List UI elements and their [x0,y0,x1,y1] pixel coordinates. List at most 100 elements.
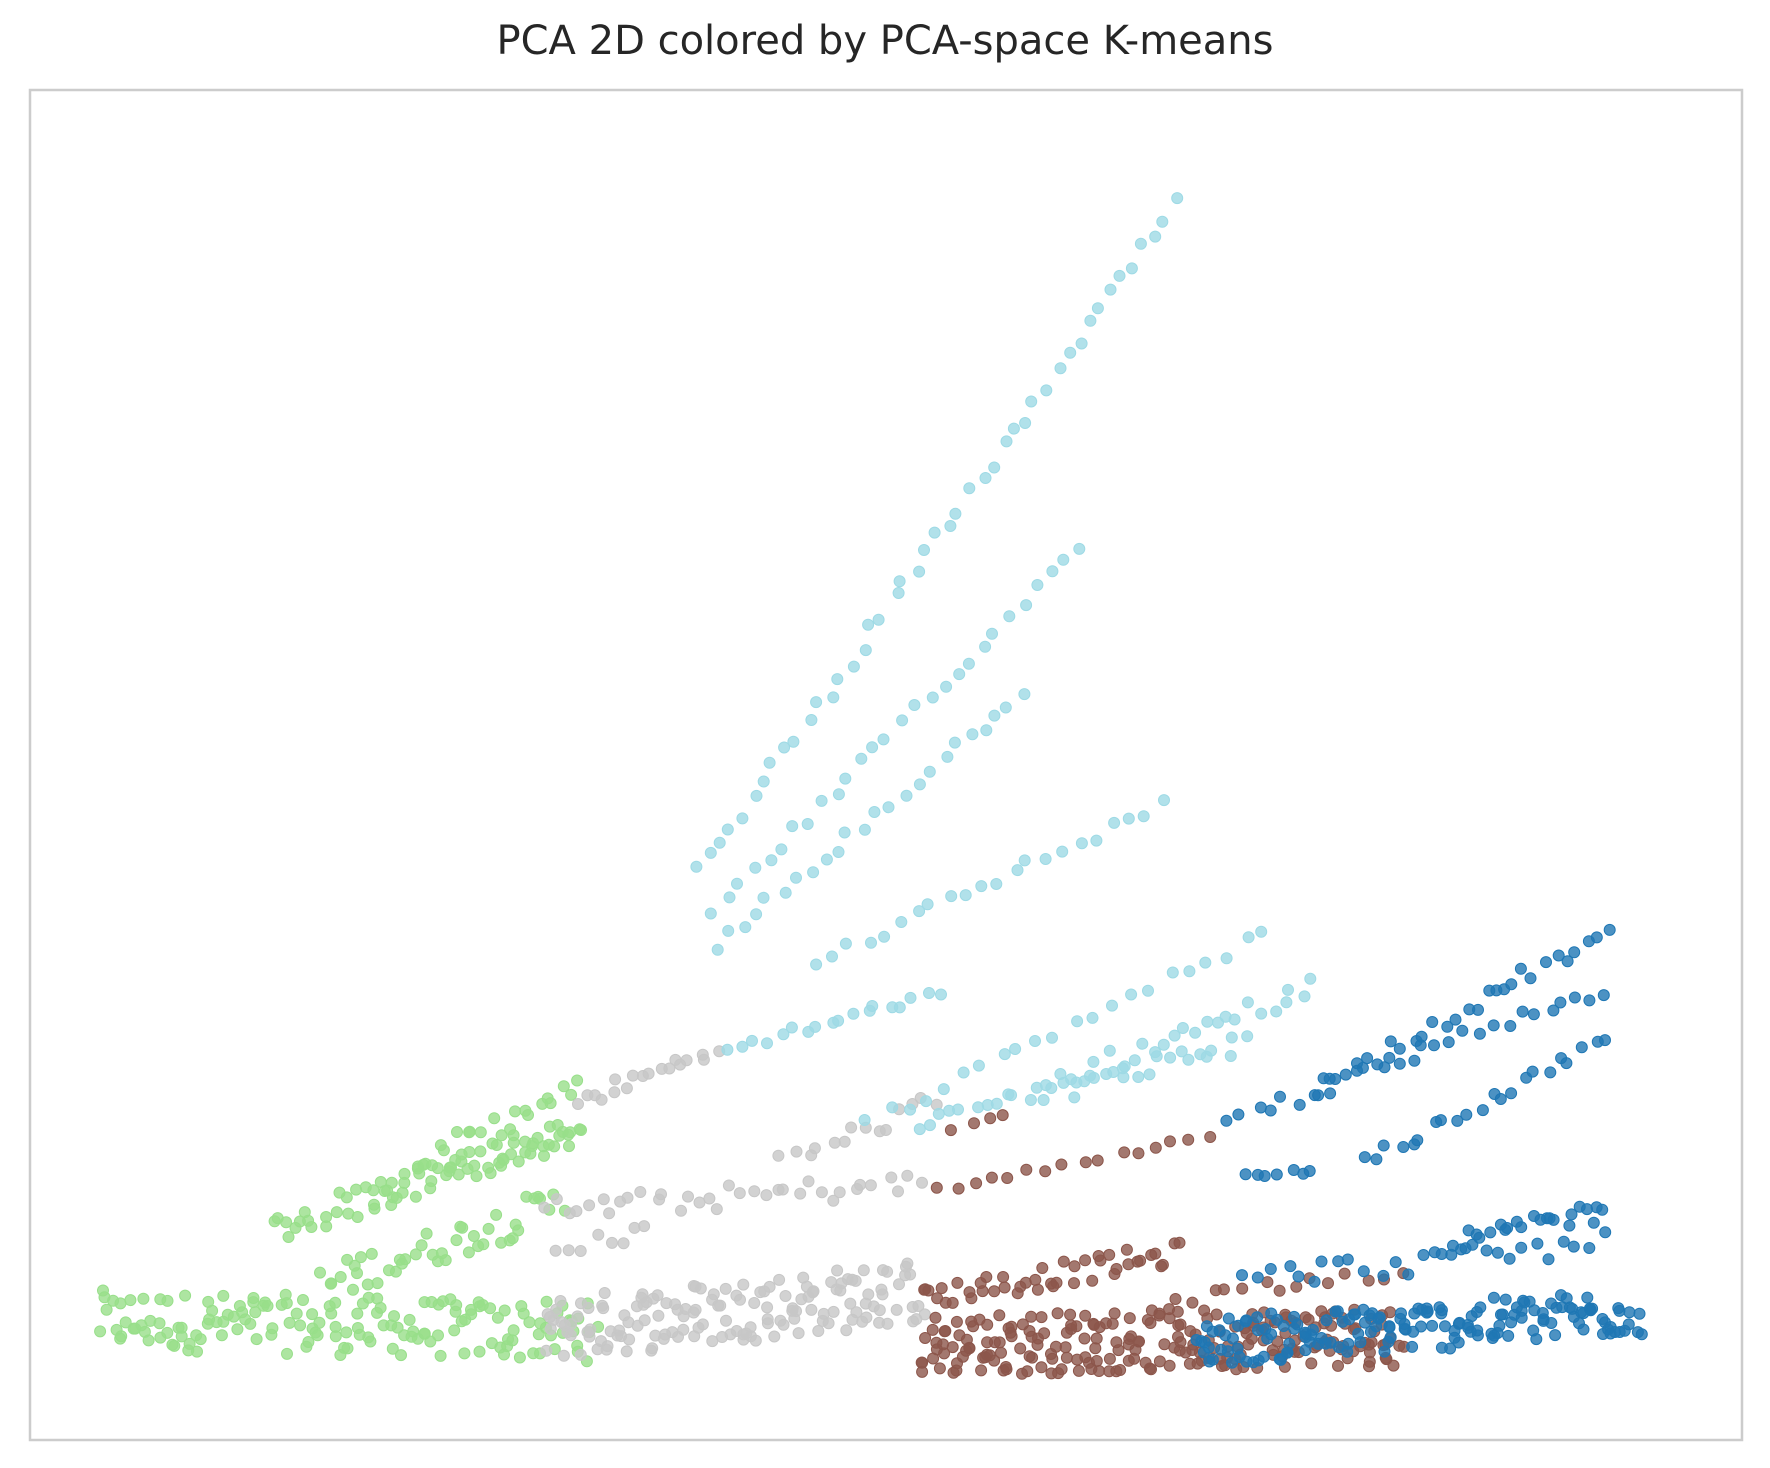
data-point [1231,1342,1244,1355]
data-point [750,789,763,802]
data-point [930,1181,943,1194]
data-point [1104,283,1117,296]
data-point [1545,1317,1558,1329]
data-point [1037,1094,1050,1106]
data-point [734,1293,746,1306]
data-point [877,733,890,746]
data-point [807,866,820,879]
plot-frame [28,88,1744,1442]
data-point [1070,1076,1083,1089]
data-point [617,1237,630,1250]
data-point [1108,1307,1121,1320]
data-point [1442,1036,1455,1049]
data-point [1357,1265,1370,1278]
data-point [398,1167,411,1180]
data-point [959,889,972,902]
data-point [477,1238,490,1251]
data-point [675,1204,687,1217]
data-point [847,1007,860,1020]
data-point [765,854,778,867]
data-point [583,1199,596,1212]
data-point [822,1317,835,1330]
data-point [1575,1041,1588,1054]
data-point [966,728,979,741]
data-point [761,1301,774,1314]
data-point [985,1171,998,1184]
data-point [1153,1309,1166,1322]
data-point [1487,1291,1500,1304]
data-point [1057,553,1070,566]
data-point [1320,1314,1333,1327]
data-point [794,1187,807,1200]
data-point [926,691,939,704]
data-point [574,1245,587,1257]
data-point [1505,1316,1518,1329]
data-point [1415,1320,1427,1333]
data-point [1189,1026,1202,1039]
data-point [710,1203,723,1216]
data-point [1583,994,1596,1007]
data-point [1251,1311,1264,1324]
data-point [928,526,941,539]
data-point [544,1322,557,1335]
data-point [1264,1104,1277,1117]
data-point [280,1297,293,1310]
data-point [980,724,993,737]
data-point [1480,1244,1493,1257]
data-point [1222,1312,1235,1325]
data-point [638,1314,651,1327]
data-point [1395,1307,1407,1320]
data-point [306,1308,319,1321]
data-point [1516,1005,1529,1018]
data-point [929,1311,942,1324]
data-point [704,907,717,920]
data-point [1011,864,1024,877]
data-point [694,1282,707,1295]
data-point [1505,978,1518,991]
data-point [807,1285,820,1298]
data-point [409,1190,422,1203]
data-point [1393,1042,1406,1055]
data-point [828,1136,841,1149]
data-point [923,987,935,999]
data-point [655,1188,667,1201]
data-point [831,673,844,686]
data-point [1270,1005,1283,1018]
data-point [926,1323,939,1336]
data-point [1415,1030,1428,1043]
data-point [778,741,791,754]
data-point [1599,1226,1612,1239]
data-point [249,1306,262,1319]
data-point [1623,1306,1636,1319]
data-point [233,1300,246,1312]
data-point [904,1268,917,1281]
data-point [1332,1255,1345,1268]
data-point [1093,1365,1105,1377]
data-point [1182,1053,1195,1066]
data-point [420,1227,433,1240]
data-point [1531,1237,1544,1250]
data-point [550,1193,563,1206]
data-point [1110,1263,1123,1275]
data-point [1298,990,1311,1003]
data-point [1117,1071,1130,1084]
data-point [739,921,752,934]
data-point [1302,1313,1315,1326]
data-point [1242,931,1255,944]
data-point [1303,1165,1316,1177]
data-point [513,1351,526,1364]
data-point [1241,1030,1254,1043]
data-point [703,1192,716,1205]
data-point [913,905,926,918]
data-point [628,1221,641,1234]
data-point [1132,1147,1145,1160]
data-point [827,691,840,704]
data-point [473,1345,486,1358]
data-point [921,898,934,911]
data-point [557,1349,570,1362]
data-point [680,1054,693,1067]
data-point [998,1048,1011,1061]
data-point [391,1321,404,1334]
data-point [1515,1241,1528,1254]
data-point [1377,1269,1390,1282]
